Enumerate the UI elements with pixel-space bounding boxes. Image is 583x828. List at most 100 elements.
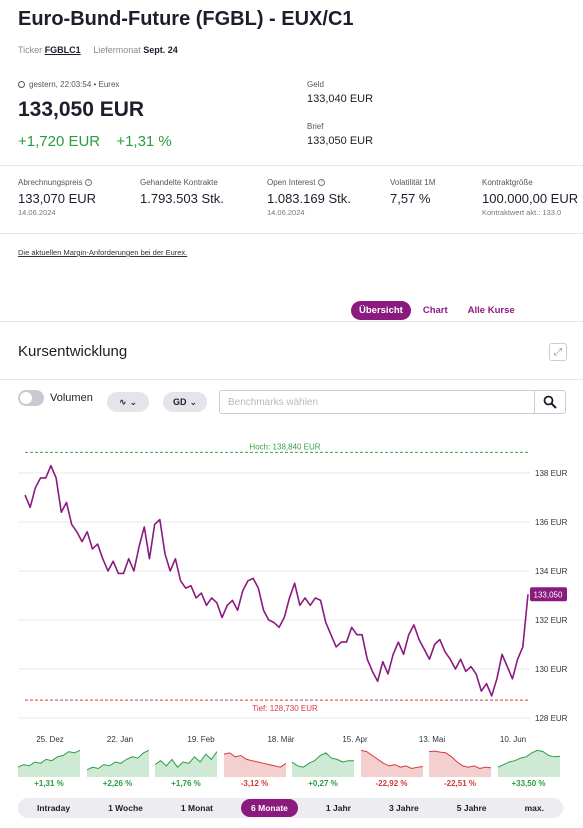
sparkline-area: [155, 751, 217, 777]
period-tab[interactable]: Intraday: [37, 803, 71, 813]
stat-label: Gehandelte Kontrakte: [140, 178, 224, 187]
line-chart-icon: ∿: [118, 396, 127, 407]
gd-dropdown[interactable]: GD ⌄: [163, 392, 207, 412]
x-tick-label: 25. Dez: [36, 735, 64, 744]
period-change: -22,92 %: [375, 779, 408, 788]
sparkline-line: [497, 749, 560, 768]
high-label: Hoch: 138,840 EUR: [249, 442, 320, 451]
section-title: Kursentwicklung: [18, 343, 128, 360]
sparkline-line: [155, 751, 217, 768]
period-tab[interactable]: max.: [524, 803, 544, 813]
divider: [0, 321, 583, 322]
period-performance: +1,31 % +2,26 % +1,76 % -3,12 % +0,27 % -22,9…: [18, 745, 565, 793]
stat-item: Volatilität 1M 7,57 %: [390, 178, 435, 206]
brief-label: Brief: [307, 122, 324, 131]
instrument-meta: Ticker FGBLC1 Liefermonat Sept. 24: [18, 45, 178, 55]
ask-block: Brief 133,050 EUR: [307, 122, 373, 147]
volume-label: Volumen: [50, 392, 93, 404]
view-tabs: Übersicht Chart Alle Kurse: [351, 301, 523, 320]
tab-uebersicht[interactable]: Übersicht: [351, 301, 411, 320]
stat-value: 1.083.169 Stk.: [267, 191, 351, 206]
stat-label-text: Gehandelte Kontrakte: [140, 178, 218, 187]
liefermonat-value: Sept. 24: [143, 45, 178, 55]
stat-label-text: Volatilität 1M: [390, 178, 436, 187]
sparkline-area: [223, 752, 286, 777]
price-change: +1,720 EUR +1,31 %: [18, 133, 172, 150]
period-tab[interactable]: 1 Monat: [180, 803, 214, 813]
x-tick-label: 13. Mai: [419, 735, 445, 744]
chevron-down-icon: ⌄: [189, 396, 198, 407]
y-tick-label: 138 EUR: [535, 469, 568, 478]
info-icon[interactable]: i: [85, 179, 93, 186]
sparkline-line: [292, 752, 354, 768]
benchmark-input[interactable]: Benchmarks wählen: [219, 390, 535, 414]
stat-sub: Kontraktwert akt.: 133.0: [482, 208, 562, 217]
sparkline-line: [360, 749, 423, 770]
y-tick-label: 130 EUR: [535, 665, 568, 674]
timestamp-text: gestern, 22:03:54 • Eurex: [29, 80, 120, 89]
period-sparkline[interactable]: [429, 745, 491, 777]
stat-label: Volatilität 1M: [390, 178, 435, 187]
volume-toggle[interactable]: [18, 390, 44, 406]
divider: [0, 233, 583, 234]
low-label: Tief: 128,730 EUR: [252, 704, 318, 713]
y-tick-label: 134 EUR: [535, 567, 568, 576]
stat-label: Open Interest i: [267, 178, 351, 187]
ticker-label: Ticker: [18, 45, 43, 55]
period-change: +1,31 %: [34, 779, 64, 788]
last-price-label: 133,050: [534, 590, 563, 599]
period-tab[interactable]: 1 Woche: [108, 803, 143, 813]
sparkline-line: [429, 750, 491, 770]
x-tick-label: 10. Jun: [500, 735, 526, 744]
margin-link[interactable]: Die aktuellen Margin-Anforderungen bei d…: [18, 248, 188, 257]
tab-chart[interactable]: Chart: [422, 305, 448, 316]
liefermonat-label: Liefermonat: [93, 45, 141, 55]
last-price-tag: [530, 587, 567, 602]
stat-item: Open Interest i 1.083.169 Stk. 14.06.2024: [267, 178, 351, 217]
period-tab[interactable]: 5 Jahre: [456, 803, 487, 813]
period-change: +0,27 %: [308, 779, 338, 788]
sparkline-area: [86, 750, 149, 777]
period-sparkline[interactable]: [155, 745, 217, 777]
chevron-down-icon: ⌄: [129, 396, 138, 407]
price-chart[interactable]: 128 EUR 130 EUR 132 EUR 134 EUR 136 EUR 138 E…: [0, 430, 583, 748]
stat-label-text: Open Interest: [267, 178, 316, 187]
period-change: +2,26 %: [102, 779, 133, 788]
y-tick-label: 132 EUR: [535, 616, 568, 625]
line-type-dropdown[interactable]: ∿ ⌄: [107, 392, 149, 412]
stat-value: 133,070 EUR: [18, 191, 97, 206]
sparkline-area: [18, 750, 80, 777]
page-title: Euro-Bund-Future (FGBL) - EUX/C1: [18, 8, 354, 30]
period-tab[interactable]: 3 Jahre: [388, 803, 419, 813]
sparkline-area: [360, 750, 423, 777]
change-pct: +1,31 %: [116, 133, 172, 150]
last-price: 133,050 EUR: [18, 98, 145, 121]
period-sparkline[interactable]: [360, 745, 423, 777]
expand-icon[interactable]: ⤢: [549, 343, 567, 361]
stat-label-text: Kontraktgröße: [482, 178, 533, 187]
stat-value: 7,57 %: [390, 191, 431, 206]
period-sparkline[interactable]: [497, 745, 560, 777]
quote-timestamp: gestern, 22:03:54 • Eurex: [18, 80, 119, 89]
divider: [0, 379, 583, 380]
y-tick-label: 136 EUR: [535, 518, 568, 527]
search-icon: [543, 395, 557, 409]
gd-label: GD: [172, 397, 187, 407]
info-icon[interactable]: i: [318, 179, 326, 186]
period-sparkline[interactable]: [18, 745, 80, 777]
ticker-link[interactable]: FGBLC1: [44, 45, 81, 55]
period-tab[interactable]: 6 Monate: [241, 799, 298, 817]
price-line: [24, 464, 529, 697]
search-button[interactable]: [534, 390, 566, 414]
tab-alle-kurse[interactable]: Alle Kurse: [467, 305, 515, 316]
period-sparkline[interactable]: [223, 745, 286, 777]
x-tick-label: 19. Feb: [187, 735, 215, 744]
chart-toolbar: Volumen: [18, 390, 93, 406]
period-change: +1,76 %: [171, 779, 201, 788]
period-sparkline[interactable]: [86, 745, 149, 777]
period-sparkline[interactable]: [292, 745, 354, 777]
period-tab[interactable]: 1 Jahr: [325, 803, 351, 813]
sparkline-line: [223, 752, 286, 768]
stat-item: Gehandelte Kontrakte 1.793.503 Stk.: [140, 178, 224, 206]
clock-icon: [18, 81, 25, 88]
